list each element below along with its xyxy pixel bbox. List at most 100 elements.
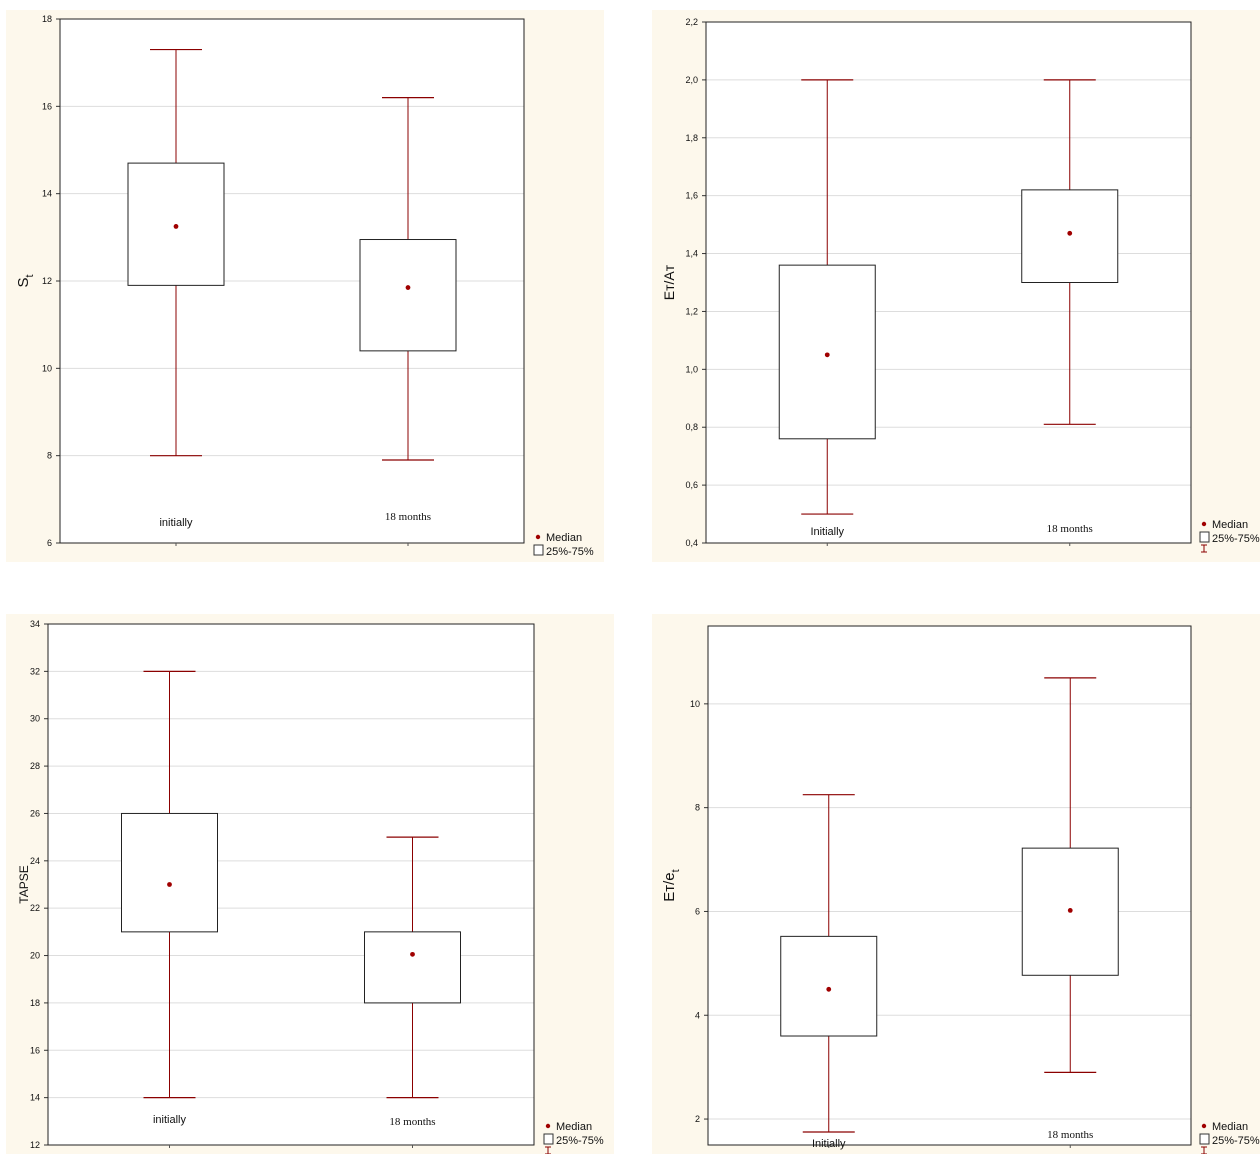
- median-point: [826, 986, 832, 992]
- legend-median-marker: [1201, 1123, 1207, 1129]
- box-group-0: [127, 48, 225, 457]
- median-point: [824, 352, 830, 358]
- y-tick-label: 6: [47, 538, 52, 548]
- y-tick-label: 26: [30, 808, 40, 818]
- y-axis-label-text: S: [15, 278, 32, 288]
- legend: Median 25%-75%: [543, 1121, 604, 1154]
- median-point: [173, 224, 179, 229]
- category-label: 18 months: [1047, 523, 1093, 535]
- chart-et-at-svg: 0,4 0,6 0,8 1,0 1,2 1,4 1,6 1,8 2,0 2,2 Eт/Aт Initi…: [652, 10, 1260, 562]
- chart-panel-st: 6 8 10 12 14 16 18 St initially 18 months Median 25…: [6, 10, 604, 562]
- legend-box-label: 25%-75%: [1212, 533, 1260, 545]
- y-tick-label: 32: [30, 666, 40, 676]
- legend-median-label: Median: [1212, 519, 1248, 531]
- y-tick-label: 8: [47, 451, 52, 461]
- y-tick-label: 10: [690, 699, 700, 709]
- box-group-1: [364, 836, 461, 1099]
- legend: Median 25%-75%: [533, 532, 594, 558]
- y-tick-label: 20: [30, 951, 40, 961]
- y-tick-label: 30: [30, 714, 40, 724]
- y-tick-label: 16: [30, 1045, 40, 1055]
- legend-box-label: 25%-75%: [556, 1135, 604, 1147]
- y-tick-label: 28: [30, 761, 40, 771]
- y-tick-label: 1,6: [685, 191, 698, 201]
- box-group-1: [359, 96, 457, 461]
- legend: Median 25%-75%: [1199, 1121, 1260, 1154]
- iqr-box: [1021, 189, 1119, 283]
- y-axis-label-text: TAPSE: [17, 865, 31, 903]
- y-tick-label: 1,8: [685, 133, 698, 143]
- legend-box-marker: [1199, 1133, 1210, 1145]
- y-tick-label: 4: [695, 1010, 700, 1020]
- iqr-box: [364, 931, 461, 1004]
- y-tick-label: 2,0: [685, 75, 698, 85]
- category-label: 18 months: [385, 511, 431, 523]
- plot-frame: [705, 21, 1192, 544]
- category-label: Initially: [812, 1138, 846, 1150]
- box-group-0: [780, 794, 878, 1133]
- plot-frame: [47, 623, 535, 1146]
- plot-frame: [707, 625, 1192, 1146]
- legend-median-marker: [545, 1123, 551, 1129]
- median-point: [410, 951, 415, 957]
- legend-median-marker: [535, 534, 541, 540]
- box-group-0: [778, 79, 876, 515]
- y-tick-label: 12: [42, 276, 52, 286]
- legend-median-label: Median: [556, 1121, 592, 1133]
- chart-panel-et-at: 0,4 0,6 0,8 1,0 1,2 1,4 1,6 1,8 2,0 2,2 Eт/Aт Initi…: [652, 10, 1260, 562]
- box-group-1: [1021, 677, 1119, 1073]
- median-point: [1067, 908, 1073, 913]
- y-tick-label: 1,4: [685, 249, 698, 259]
- legend-box-label: 25%-75%: [1212, 1135, 1260, 1147]
- category-label: initially: [153, 1114, 187, 1126]
- chart-tapse-svg: 12 14 16 18 20 22 24 26 28 30 32 34 TAPSE initially 18…: [6, 614, 614, 1154]
- legend-box-marker: [543, 1133, 554, 1145]
- y-tick-label: 1,2: [685, 306, 698, 316]
- iqr-box: [121, 812, 218, 933]
- y-tick-label: 2,2: [685, 17, 698, 27]
- plot-area: [48, 624, 534, 1145]
- y-axis-label: Eт/et: [661, 869, 682, 901]
- plot-frame: [59, 18, 525, 544]
- y-tick-label: 16: [42, 101, 52, 111]
- y-tick-label: 18: [42, 14, 52, 24]
- iqr-box: [359, 239, 457, 352]
- category-label: 18 months: [1047, 1129, 1093, 1141]
- y-axis-label: TAPSE: [17, 865, 31, 903]
- chart-panel-et-et: 2 4 6 8 10 Eт/et Initially 18 months Median 25%-7…: [652, 614, 1260, 1154]
- y-tick-label: 2: [695, 1114, 700, 1124]
- y-tick-label: 18: [30, 998, 40, 1008]
- category-label: 18 months: [389, 1116, 435, 1128]
- y-tick-label: 0,8: [685, 422, 698, 432]
- y-tick-label: 24: [30, 856, 40, 866]
- legend-median-label: Median: [546, 532, 582, 544]
- y-tick-label: 12: [30, 1140, 40, 1150]
- y-tick-label: 0,6: [685, 480, 698, 490]
- iqr-box: [780, 935, 878, 1037]
- legend-median-marker: [1201, 521, 1207, 527]
- y-axis-label-text: Eт/Aт: [661, 264, 677, 300]
- iqr-box: [778, 264, 876, 440]
- y-tick-label: 22: [30, 903, 40, 913]
- legend-median-label: Median: [1212, 1121, 1248, 1133]
- legend-box-marker: [533, 544, 544, 556]
- chart-st-svg: 6 8 10 12 14 16 18 St initially 18 months Median 25…: [6, 10, 604, 562]
- y-tick-label: 8: [695, 803, 700, 813]
- legend-box-marker: [1199, 531, 1210, 543]
- category-label: Initially: [810, 526, 844, 538]
- y-axis-label-subscript: t: [24, 274, 36, 277]
- chart-panel-tapse: 12 14 16 18 20 22 24 26 28 30 32 34 TAPSE initially 18…: [6, 614, 614, 1154]
- y-axis-label: St: [15, 274, 36, 287]
- box-group-1: [1021, 79, 1119, 425]
- y-tick-label: 6: [695, 906, 700, 916]
- y-tick-label: 34: [30, 619, 40, 629]
- y-tick-label: 1,0: [685, 364, 698, 374]
- box-group-0: [121, 670, 218, 1099]
- legend-box-label: 25%-75%: [546, 546, 594, 558]
- median-point: [405, 285, 411, 290]
- chart-et-et-svg: 2 4 6 8 10 Eт/et Initially 18 months Median 25%-7…: [652, 614, 1260, 1154]
- y-axis-label-subscript: t: [670, 869, 682, 872]
- y-tick-label: 14: [42, 189, 52, 199]
- median-point: [1067, 230, 1073, 236]
- legend: Median 25%-75%: [1199, 519, 1260, 553]
